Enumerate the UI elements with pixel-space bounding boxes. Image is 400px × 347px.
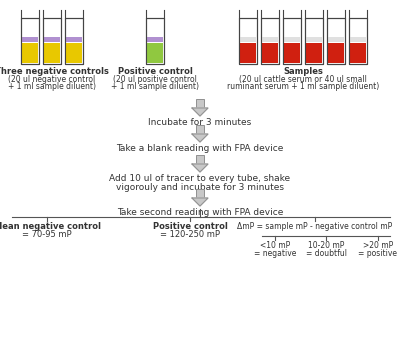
Bar xyxy=(261,18,279,64)
Bar xyxy=(350,37,366,42)
Bar xyxy=(44,37,60,42)
Bar xyxy=(262,43,278,63)
Bar xyxy=(196,99,204,108)
Bar xyxy=(147,37,163,42)
Bar xyxy=(146,18,164,64)
Bar xyxy=(196,189,204,198)
Bar xyxy=(196,125,204,134)
Text: + 1 ml sample diluent): + 1 ml sample diluent) xyxy=(8,82,96,91)
Text: (20 ul positive control: (20 ul positive control xyxy=(113,75,197,84)
Text: >20 mP: >20 mP xyxy=(363,241,393,250)
Bar xyxy=(328,37,344,42)
Bar xyxy=(261,18,279,64)
Text: Mean negative control: Mean negative control xyxy=(0,222,100,231)
Bar xyxy=(66,37,82,42)
Text: Three negative controls: Three negative controls xyxy=(0,67,109,76)
Bar xyxy=(240,43,256,63)
Bar xyxy=(262,37,278,42)
Text: = negative: = negative xyxy=(254,249,296,258)
Bar xyxy=(305,18,323,64)
Bar xyxy=(43,18,61,64)
Text: 10-20 mP: 10-20 mP xyxy=(308,241,344,250)
Bar xyxy=(349,18,367,64)
Text: ruminant serum + 1 ml sample diluent): ruminant serum + 1 ml sample diluent) xyxy=(227,82,379,91)
Polygon shape xyxy=(192,164,208,172)
Bar xyxy=(22,37,38,42)
Text: ΔmP = sample mP - negative control mP: ΔmP = sample mP - negative control mP xyxy=(237,222,393,231)
Bar xyxy=(21,18,39,64)
Text: = doubtful: = doubtful xyxy=(306,249,346,258)
Bar xyxy=(43,18,61,64)
Bar xyxy=(283,18,301,64)
Bar xyxy=(146,18,164,64)
Text: (20 ul negative control: (20 ul negative control xyxy=(8,75,96,84)
Text: = 120-250 mP: = 120-250 mP xyxy=(160,230,220,239)
Bar xyxy=(306,43,322,63)
Bar xyxy=(240,37,256,42)
Text: = 70-95 mP: = 70-95 mP xyxy=(22,230,72,239)
Bar xyxy=(328,43,344,63)
Bar xyxy=(44,43,60,63)
Bar xyxy=(65,18,83,64)
Bar xyxy=(350,43,366,63)
Bar xyxy=(306,37,322,42)
Bar xyxy=(305,18,323,64)
Bar xyxy=(21,18,39,64)
Text: Take second reading with FPA device: Take second reading with FPA device xyxy=(117,208,283,217)
Text: (20 ul cattle serum or 40 ul small: (20 ul cattle serum or 40 ul small xyxy=(239,75,367,84)
Bar xyxy=(66,43,82,63)
Bar xyxy=(284,37,300,42)
Polygon shape xyxy=(192,108,208,116)
Text: + 1 ml sample diluent): + 1 ml sample diluent) xyxy=(111,82,199,91)
Bar xyxy=(65,18,83,64)
Text: Positive control: Positive control xyxy=(152,222,228,231)
Bar xyxy=(283,18,301,64)
Bar xyxy=(284,43,300,63)
Bar xyxy=(239,18,257,64)
Text: vigorouly and incubate for 3 minutes: vigorouly and incubate for 3 minutes xyxy=(116,183,284,192)
Text: Incubate for 3 minutes: Incubate for 3 minutes xyxy=(148,118,252,127)
Bar xyxy=(196,155,204,164)
Text: Positive control: Positive control xyxy=(118,67,192,76)
Bar xyxy=(327,18,345,64)
Bar xyxy=(239,18,257,64)
Bar xyxy=(22,43,38,63)
Polygon shape xyxy=(192,198,208,206)
Text: Add 10 ul of tracer to every tube, shake: Add 10 ul of tracer to every tube, shake xyxy=(110,174,290,183)
Text: <10 mP: <10 mP xyxy=(260,241,290,250)
Bar xyxy=(327,18,345,64)
Polygon shape xyxy=(192,134,208,142)
Text: Take a blank reading with FPA device: Take a blank reading with FPA device xyxy=(116,144,284,153)
Text: = positive: = positive xyxy=(358,249,398,258)
Bar xyxy=(147,43,163,63)
Bar xyxy=(349,18,367,64)
Text: Samples: Samples xyxy=(283,67,323,76)
